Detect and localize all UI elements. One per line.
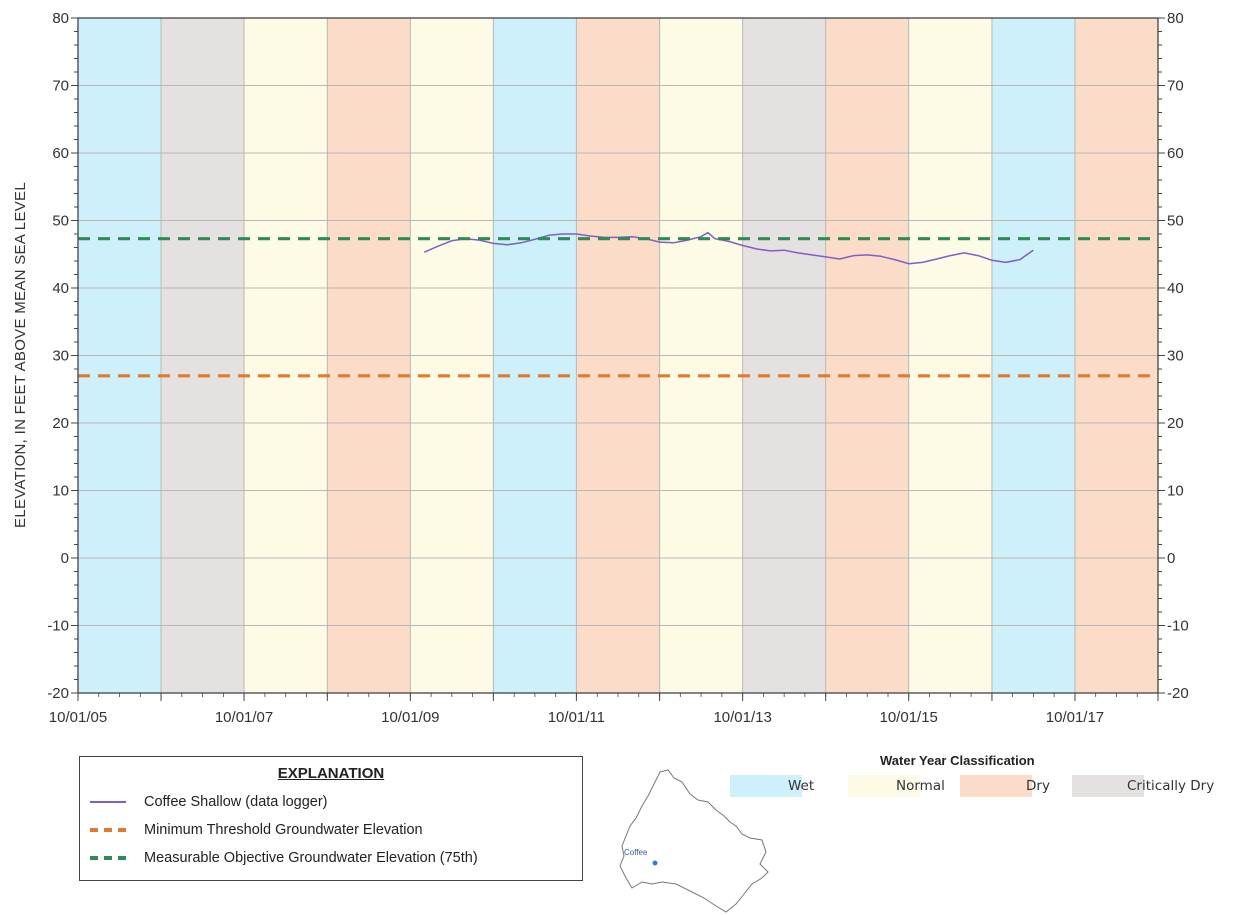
legend-label: Coffee Shallow (data logger) <box>144 794 328 810</box>
groundwater-elevation-chart: -20 -20 -10 -10 0 0 10 10 20 20 30 30 40 40 50 50 60 60 70… <box>12 10 1189 726</box>
y-tick-label-right: 10 <box>1167 483 1184 500</box>
y-tick-label-right: 60 <box>1167 145 1184 162</box>
y-tick-label-left: 70 <box>52 78 69 95</box>
wyc-label: Critically Dry <box>1127 778 1215 794</box>
basin-outline <box>619 769 769 913</box>
y-tick-label-right: 70 <box>1167 78 1184 95</box>
y-tick-label-right: 20 <box>1167 415 1184 432</box>
y-tick-label-right: 50 <box>1167 213 1184 230</box>
x-tick-label: 10/01/15 <box>880 709 938 726</box>
legend-label: Measurable Objective Groundwater Elevati… <box>144 850 478 866</box>
y-tick-label-left: 20 <box>52 415 69 432</box>
wyc-swatch-wet <box>730 775 802 797</box>
y-tick-label-left: 10 <box>52 483 69 500</box>
x-tick-label: 10/01/11 <box>548 709 605 726</box>
explanation-title: EXPLANATION <box>277 765 385 782</box>
water-year-classification-legend: Water Year Classification Wet Normal Dry… <box>730 753 1235 803</box>
explanation-legend: EXPLANATION Coffee Shallow (data logger)… <box>79 756 583 881</box>
x-tick-label: 10/01/05 <box>49 709 107 726</box>
wyc-label: Normal <box>896 778 945 794</box>
location-map: Coffee <box>612 766 772 914</box>
x-tick-label: 10/01/17 <box>1046 709 1104 726</box>
wyc-label: Wet <box>788 778 815 794</box>
wyc-swatch-critically-dry <box>1072 775 1144 797</box>
y-tick-label-left: 30 <box>52 348 69 365</box>
y-tick-label-right: -20 <box>1167 685 1189 702</box>
y-tick-label-left: 60 <box>52 145 69 162</box>
axes: -20 -20 -10 -10 0 0 10 10 20 20 30 30 40 40 50 50 60 60 70… <box>47 10 1188 726</box>
legend-swatch-orange-dashed <box>90 828 126 832</box>
x-tick-label: 10/01/13 <box>713 709 771 726</box>
x-tick-label: 10/01/07 <box>215 709 273 726</box>
wyc-swatch-normal <box>848 775 920 797</box>
basin-outline-map <box>619 769 769 913</box>
map-location-label: Coffee <box>624 848 648 857</box>
series-lines <box>78 231 1158 378</box>
y-tick-label-left: 50 <box>52 213 69 230</box>
x-tick-label: 10/01/09 <box>381 709 439 726</box>
y-tick-label-right: 0 <box>1167 550 1175 567</box>
y-tick-label-right: 80 <box>1167 10 1184 27</box>
y-tick-label-left: -10 <box>47 618 69 635</box>
legend-item-coffee-shallow: Coffee Shallow (data logger) <box>90 791 328 813</box>
y-tick-label-right: 30 <box>1167 348 1184 365</box>
legend-item-minimum-threshold: Minimum Threshold Groundwater Elevation <box>90 819 423 841</box>
y-tick-label-right: 40 <box>1167 280 1184 297</box>
y-tick-label-left: 40 <box>52 280 69 297</box>
legend-item-measurable-objective: Measurable Objective Groundwater Elevati… <box>90 847 478 869</box>
y-tick-label-left: -20 <box>47 685 69 702</box>
legend-label: Minimum Threshold Groundwater Elevation <box>144 822 423 838</box>
legend-swatch-purple-line <box>90 801 126 803</box>
y-tick-label-left: 80 <box>52 10 69 27</box>
legend-swatch-green-dashed <box>90 856 126 860</box>
water-year-classification-title: Water Year Classification <box>880 753 1035 768</box>
y-tick-label-left: 0 <box>61 550 69 567</box>
y-tick-label-right: -10 <box>1167 618 1189 635</box>
wyc-swatch-dry <box>960 775 1032 797</box>
wyc-label: Dry <box>1026 778 1050 794</box>
well-location-marker <box>652 860 658 866</box>
y-axis-label: ELEVATION, IN FEET ABOVE MEAN SEA LEVEL <box>12 182 29 528</box>
